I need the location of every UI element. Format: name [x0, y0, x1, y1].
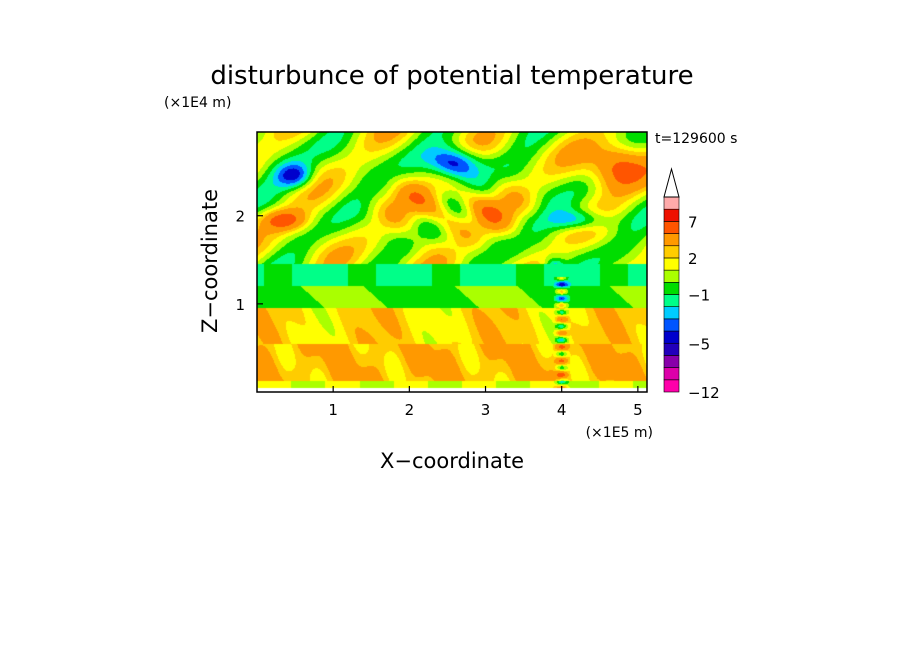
y-scale-label: (×1E4 m) [164, 95, 231, 111]
heatmap-plot-area [256, 131, 648, 393]
colorbar-extend-arrow [663, 167, 680, 198]
colorbar-swatch [663, 196, 680, 210]
colorbar-swatch [663, 379, 680, 393]
colorbar-swatch [663, 257, 680, 271]
y-tick-label: 1 [235, 296, 245, 314]
x-tick-label: 4 [557, 401, 567, 419]
colorbar: −12−5−127 [663, 167, 720, 402]
colorbar-swatch [663, 342, 680, 356]
colorbar-swatch [663, 294, 680, 307]
colorbar-label: −5 [688, 335, 710, 353]
chart-title: disturbunce of potential temperature [210, 61, 693, 91]
colorbar-swatch [663, 330, 680, 344]
plot-frame [256, 131, 648, 393]
colorbar-label: 2 [688, 250, 698, 268]
time-label: t=129600 s [655, 131, 737, 147]
x-tick-label: 5 [633, 401, 643, 419]
colorbar-swatch [663, 245, 680, 259]
y-axis-ticks: 12 [235, 208, 263, 314]
y-axis-label: Z−coordinate [198, 189, 222, 333]
colorbar-label: −1 [688, 287, 710, 305]
x-axis-ticks: 1 2 3 4 5 [328, 386, 643, 419]
colorbar-swatch [663, 306, 680, 320]
y-tick-label: 2 [235, 208, 245, 226]
colorbar-swatch [663, 233, 680, 247]
colorbar-swatch [663, 208, 680, 222]
x-tick-label: 1 [328, 401, 338, 419]
colorbar-swatch [663, 367, 680, 381]
x-axis-label: X−coordinate [380, 449, 524, 473]
colorbar-label: −12 [688, 384, 720, 402]
colorbar-label: 7 [688, 213, 698, 231]
x-tick-label: 2 [405, 401, 415, 419]
x-scale-label: (×1E5 m) [586, 425, 653, 441]
colorbar-swatch [663, 221, 680, 234]
colorbar-swatch [663, 355, 680, 368]
heatmap-field [257, 132, 647, 392]
colorbar-swatch [663, 269, 680, 283]
colorbar-swatch [663, 282, 680, 295]
colorbar-swatch [663, 318, 680, 332]
x-tick-label: 3 [481, 401, 491, 419]
